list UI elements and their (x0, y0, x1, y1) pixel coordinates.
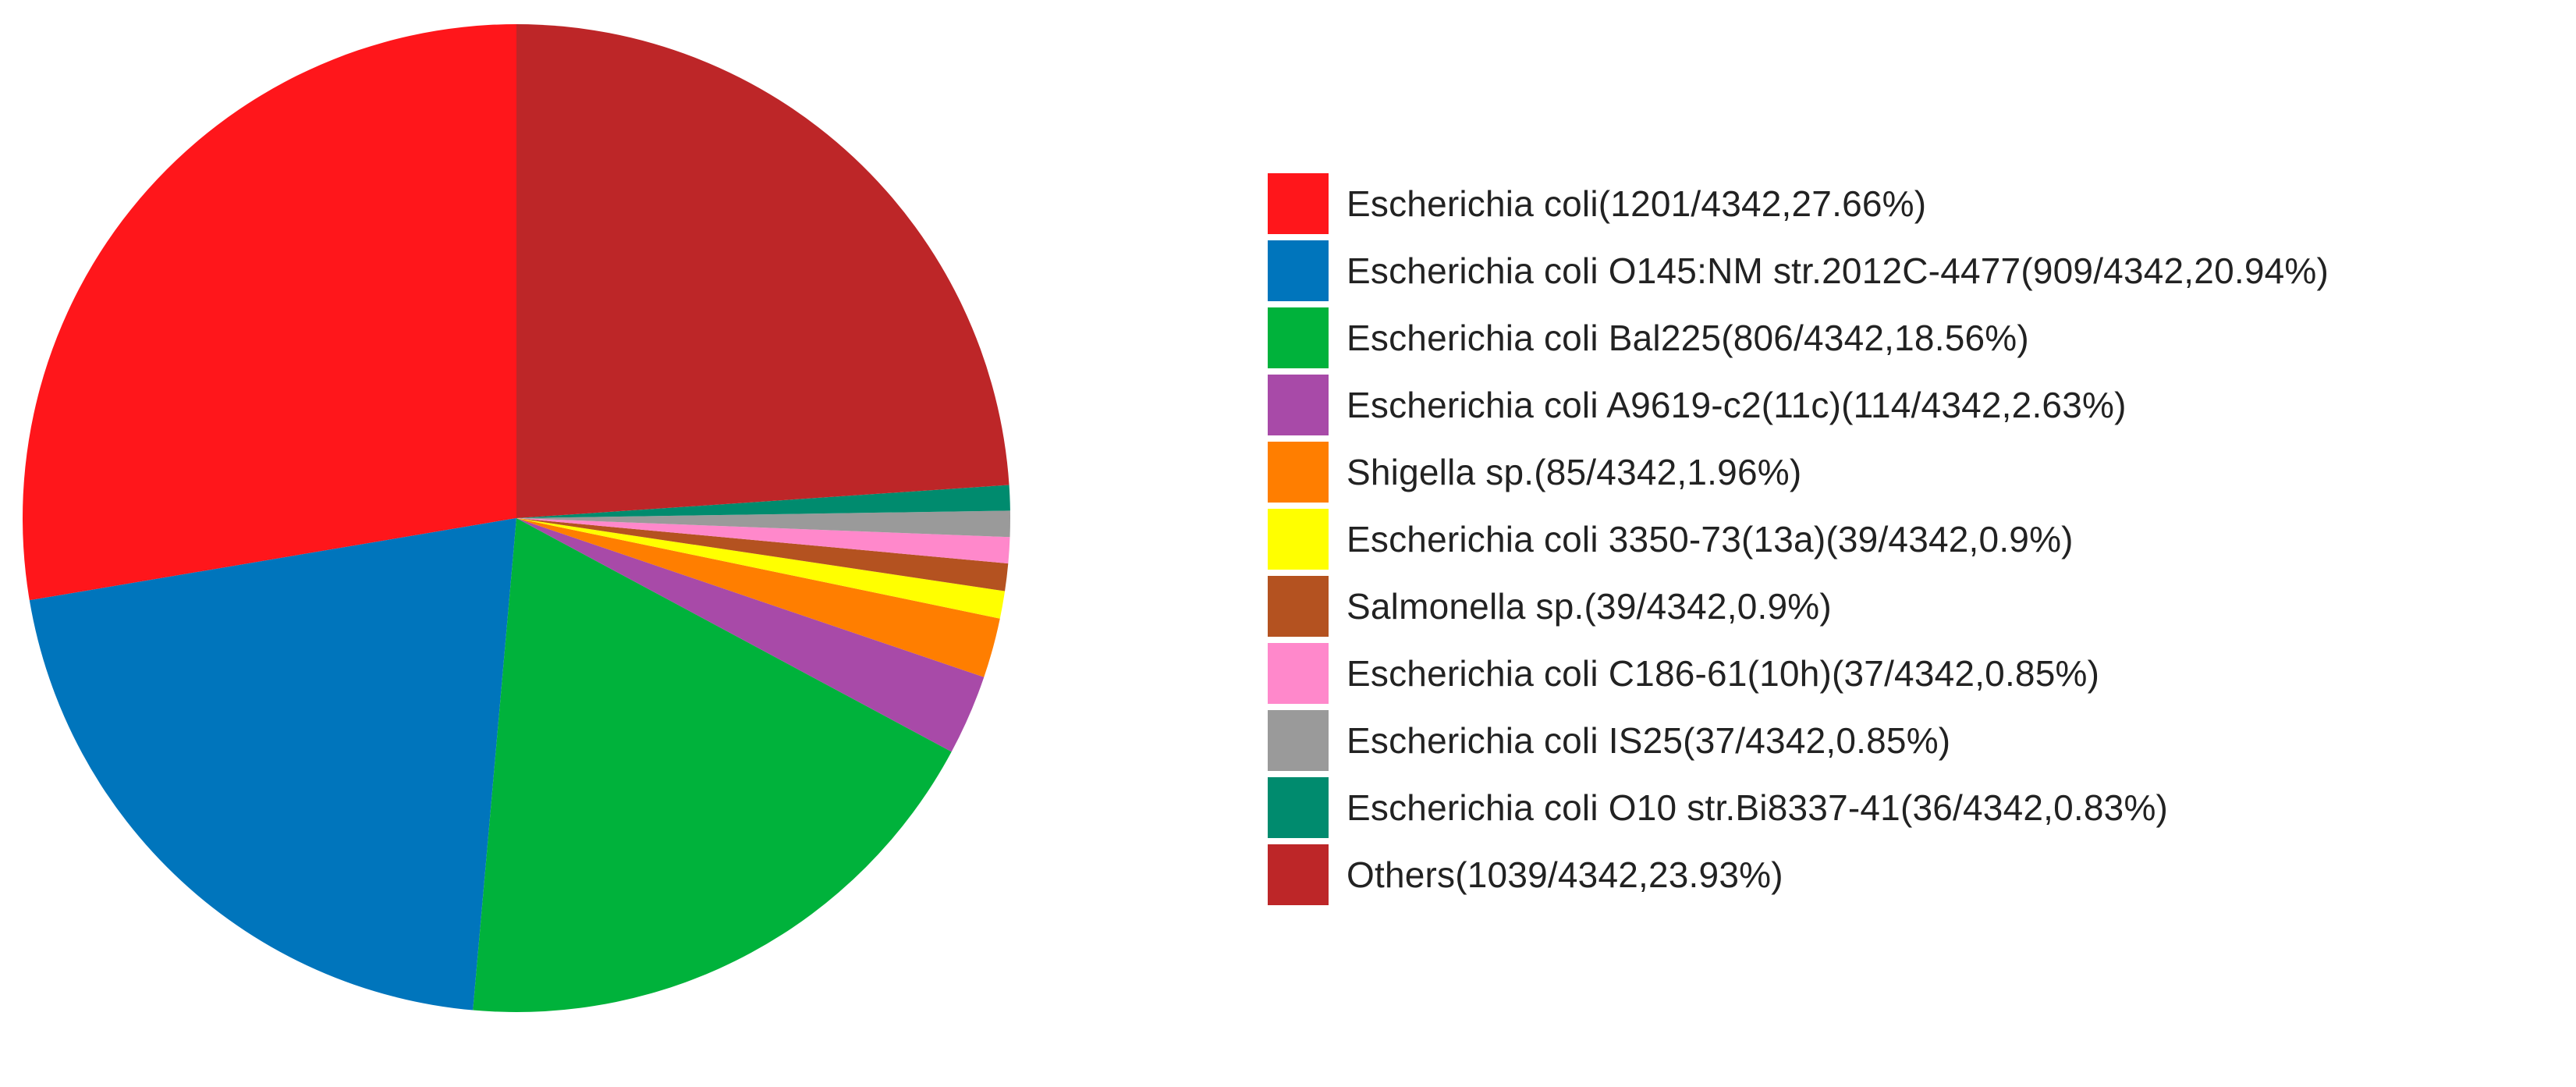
pie-slice-2 (473, 518, 952, 1013)
legend-item-7: Escherichia coli C186-61(10h)(37/4342,0.… (1268, 640, 2329, 707)
legend-item-5: Escherichia coli 3350-73(13a)(39/4342,0.… (1268, 506, 2329, 573)
legend-label-10: Others(1039/4342,23.93%) (1347, 854, 1783, 895)
legend-item-3: Escherichia coli A9619-c2(11c)(114/4342,… (1268, 371, 2329, 439)
pie-slice-7 (516, 518, 1010, 564)
legend-swatch-8 (1268, 710, 1329, 771)
pie-slice-6 (516, 518, 1009, 591)
legend-item-2: Escherichia coli Bal225(806/4342,18.56%) (1268, 304, 2329, 371)
legend-swatch-2 (1268, 307, 1329, 368)
legend-item-6: Salmonella sp.(39/4342,0.9%) (1268, 573, 2329, 640)
pie-slice-5 (516, 518, 1006, 619)
legend-item-4: Shigella sp.(85/4342,1.96%) (1268, 439, 2329, 506)
legend-label-5: Escherichia coli 3350-73(13a)(39/4342,0.… (1347, 519, 2074, 559)
legend-label-1: Escherichia coli O145:NM str.2012C-4477(… (1347, 250, 2329, 291)
legend-swatch-9 (1268, 777, 1329, 838)
legend-item-0: Escherichia coli(1201/4342,27.66%) (1268, 170, 2329, 237)
pie-slice-9 (516, 485, 1010, 518)
legend-item-9: Escherichia coli O10 str.Bi8337-41(36/43… (1268, 774, 2329, 841)
legend-label-8: Escherichia coli IS25(37/4342,0.85%) (1347, 720, 1951, 761)
legend-label-9: Escherichia coli O10 str.Bi8337-41(36/43… (1347, 787, 2169, 828)
legend-label-2: Escherichia coli Bal225(806/4342,18.56%) (1347, 318, 2029, 358)
legend-swatch-1 (1268, 240, 1329, 301)
legend-swatch-5 (1268, 509, 1329, 570)
legend-label-3: Escherichia coli A9619-c2(11c)(114/4342,… (1347, 385, 2127, 425)
legend-item-1: Escherichia coli O145:NM str.2012C-4477(… (1268, 237, 2329, 304)
legend-label-0: Escherichia coli(1201/4342,27.66%) (1347, 183, 1927, 224)
legend-swatch-10 (1268, 844, 1329, 905)
legend-label-7: Escherichia coli C186-61(10h)(37/4342,0.… (1347, 653, 2100, 694)
legend-swatch-0 (1268, 173, 1329, 234)
pie-chart (22, 23, 1011, 1013)
pie-slice-0 (22, 24, 516, 601)
pie-slice-4 (516, 518, 1000, 677)
pie-slice-10 (516, 23, 1009, 519)
legend-swatch-7 (1268, 643, 1329, 704)
legend-swatch-3 (1268, 375, 1329, 435)
legend-swatch-4 (1268, 442, 1329, 503)
legend-item-10: Others(1039/4342,23.93%) (1268, 841, 2329, 908)
legend-item-8: Escherichia coli IS25(37/4342,0.85%) (1268, 707, 2329, 774)
pie-slice-8 (516, 510, 1011, 538)
pie-slice-1 (29, 518, 516, 1011)
legend: Escherichia coli(1201/4342,27.66%) Escher… (1268, 170, 2329, 908)
legend-label-6: Salmonella sp.(39/4342,0.9%) (1347, 586, 1832, 627)
legend-label-4: Shigella sp.(85/4342,1.96%) (1347, 452, 1802, 492)
legend-swatch-6 (1268, 576, 1329, 637)
pie-slice-3 (516, 518, 985, 752)
